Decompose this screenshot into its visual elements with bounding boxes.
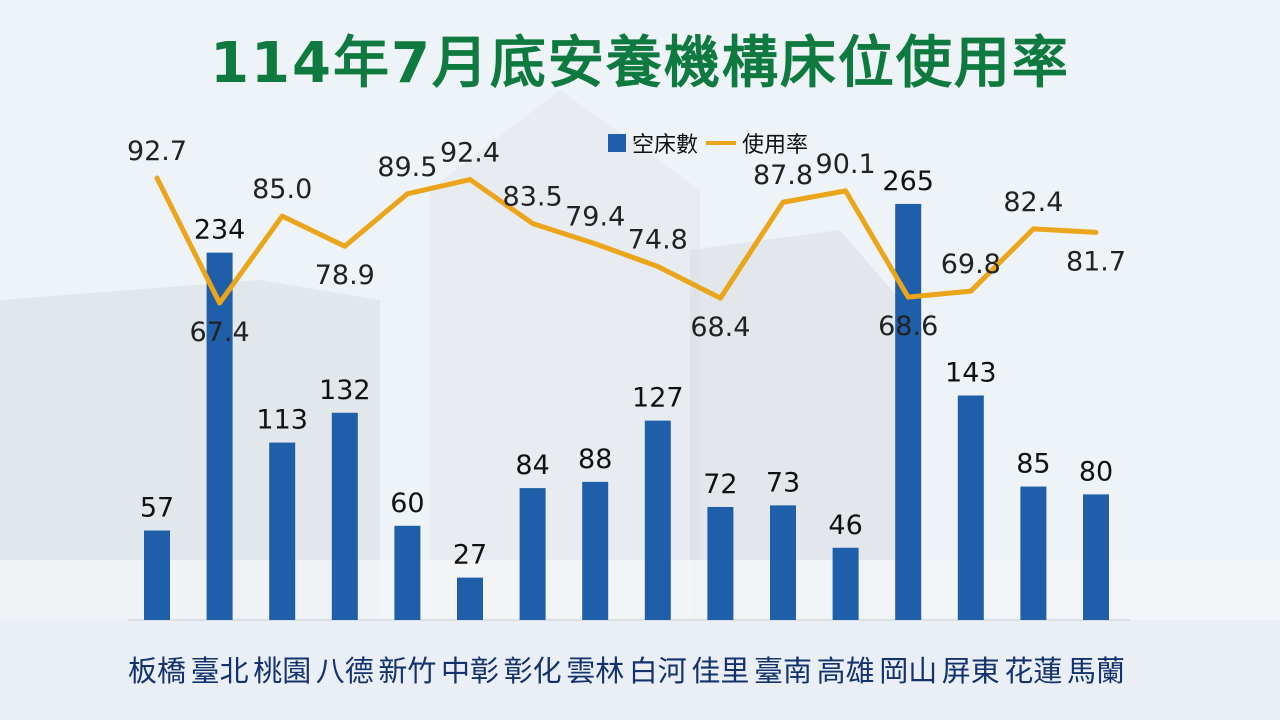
category-label: 板橋 (128, 654, 186, 688)
rate-value-label: 85.0 (252, 174, 312, 205)
rate-value-label: 89.5 (377, 152, 437, 183)
category-label: 佳里 (691, 654, 749, 688)
bar-板橋 (144, 530, 170, 620)
category-label: 臺南 (754, 654, 812, 688)
rate-value-label: 79.4 (565, 202, 625, 233)
category-label: 中彰 (441, 654, 499, 688)
rate-value-label: 90.1 (816, 149, 876, 180)
bar-岡山 (895, 203, 922, 620)
bar-佳里 (707, 506, 734, 620)
bar-桃園 (269, 442, 296, 620)
rate-value-label: 92.4 (440, 138, 500, 169)
bar-value-label: 132 (319, 375, 371, 406)
bar-value-label: 72 (703, 469, 737, 500)
line-swatch-icon (706, 141, 737, 145)
category-label: 桃園 (253, 654, 311, 688)
rate-value-label: 92.7 (127, 136, 187, 167)
bar-value-label: 60 (390, 488, 424, 519)
category-label: 臺北 (191, 654, 249, 688)
rate-value-label: 67.4 (190, 317, 250, 348)
bar-高雄 (832, 547, 859, 620)
bar-雲林 (582, 481, 609, 620)
bar-value-label: 127 (632, 383, 684, 414)
rate-value-label: 78.9 (315, 260, 375, 291)
bar-value-label: 85 (1016, 449, 1050, 480)
bar-value-label: 57 (140, 493, 174, 524)
bar-臺南 (770, 505, 796, 620)
category-label: 岡山 (879, 654, 937, 688)
category-label: 新竹 (378, 654, 436, 688)
bar-中彰 (457, 577, 483, 620)
rate-value-label: 81.7 (1066, 246, 1126, 277)
bar-value-label: 46 (828, 510, 862, 541)
bar-彰化 (519, 488, 546, 620)
bar-value-label: 27 (453, 540, 487, 571)
bar-value-label: 143 (945, 357, 997, 388)
legend-line-label: 使用率 (742, 133, 809, 158)
category-label: 八德 (316, 654, 374, 688)
bar-value-label: 88 (578, 444, 612, 475)
category-label: 高雄 (817, 654, 875, 688)
bar-臺北 (206, 252, 233, 620)
legend-item-line: 使用率 (706, 127, 808, 159)
bar-八德 (331, 412, 358, 620)
bar-新竹 (394, 525, 421, 620)
bar-value-label: 113 (256, 405, 308, 436)
rate-value-label: 82.4 (1003, 187, 1063, 218)
category-label: 彰化 (504, 654, 562, 688)
usage-rate-line (154, 175, 1099, 306)
rate-value-label: 68.6 (878, 311, 938, 342)
legend-bar-label: 空床數 (632, 133, 699, 158)
rate-value-label: 74.8 (628, 224, 688, 255)
category-label: 馬蘭 (1067, 654, 1125, 688)
bar-value-label: 234 (194, 215, 246, 246)
bar-value-label: 80 (1079, 456, 1113, 487)
rate-value-label: 87.8 (753, 160, 813, 191)
bar-白河 (644, 420, 671, 620)
category-label: 雲林 (566, 654, 624, 688)
rate-value-label: 69.8 (941, 249, 1001, 280)
rate-value-label: 83.5 (503, 181, 563, 212)
rate-value-label: 68.4 (690, 312, 750, 343)
bar-value-label: 73 (766, 467, 800, 498)
bar-swatch-icon (608, 134, 626, 152)
bar-花蓮 (1020, 486, 1047, 620)
category-label: 屏東 (942, 654, 1000, 688)
bar-屏東 (957, 395, 984, 620)
chart-title: 114年7月底安養機構床位使用率 (210, 31, 1070, 96)
bar-value-label: 84 (515, 450, 549, 481)
legend-item-bar: 空床數 (608, 127, 698, 159)
legend: 空床數 使用率 (608, 127, 808, 159)
category-label: 白河 (629, 654, 687, 688)
bar-value-label: 265 (882, 166, 934, 197)
category-label: 花蓮 (1004, 654, 1062, 688)
bar-馬蘭 (1083, 494, 1109, 620)
